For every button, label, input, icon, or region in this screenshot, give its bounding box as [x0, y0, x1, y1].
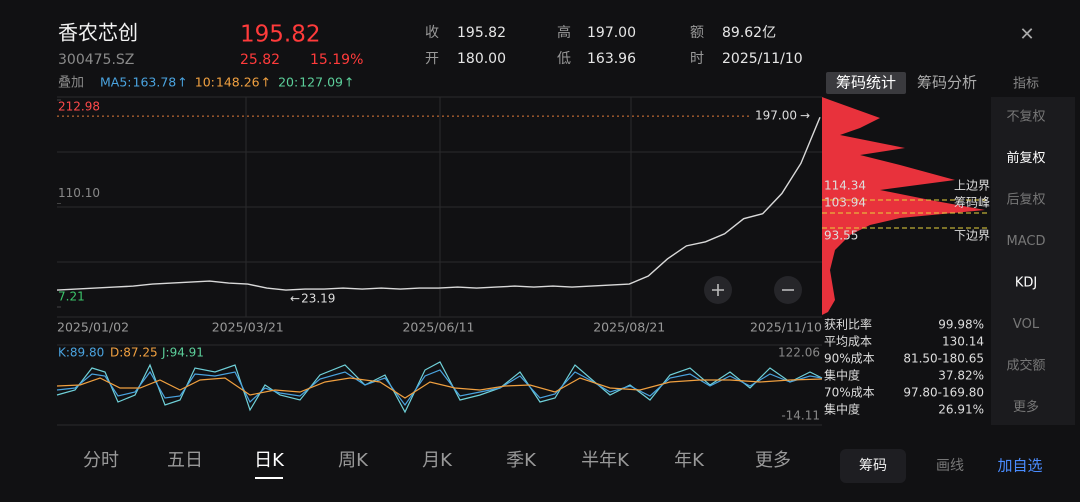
- price-line: [56, 116, 821, 291]
- high-marker-arrow: →: [800, 109, 810, 123]
- kdj-j-line: [56, 361, 823, 414]
- stock-name: 香农芯创: [58, 21, 138, 45]
- x-tick-label: 2025/11/10: [750, 320, 822, 335]
- ma-name: 10:: [195, 75, 215, 90]
- y-tick-label: 7.21: [58, 290, 85, 304]
- indicator-title: 指标: [1013, 77, 1039, 92]
- stat-label: 收: [425, 25, 439, 41]
- stat-label: 高: [557, 24, 571, 41]
- stat-label: 低: [557, 51, 571, 67]
- zoom-in-icon: [712, 284, 724, 296]
- grid: [57, 96, 822, 426]
- indicator-item[interactable]: 前复权: [1006, 150, 1045, 166]
- chip-level-label: 筹码峰: [954, 196, 990, 210]
- chip-stat-label: 70%成本: [824, 386, 875, 400]
- kdj-j: J:94.91: [161, 346, 204, 360]
- kdj-max: 122.06: [778, 346, 820, 360]
- chip-stat-label: 90%成本: [824, 352, 875, 366]
- chip-stat-value: 99.98%: [938, 318, 984, 332]
- y-tick-label: 110.10: [58, 186, 100, 200]
- chip-stat-label: 获利比率: [824, 317, 872, 332]
- chip-level-value: 93.55: [824, 229, 858, 243]
- period-tab[interactable]: 周K: [338, 450, 369, 471]
- period-tab[interactable]: 日K: [254, 450, 285, 471]
- stat-value: 195.82: [457, 25, 506, 41]
- kdj-d: D:87.25: [110, 346, 158, 360]
- ma-value: 163.78: [133, 75, 177, 90]
- chip-stat-label: 集中度: [824, 368, 860, 383]
- x-tick-label: 2025/06/11: [402, 320, 474, 335]
- period-tab[interactable]: 更多: [755, 450, 791, 471]
- ma-name: MA5:: [100, 75, 132, 90]
- period-tab[interactable]: 月K: [422, 450, 453, 471]
- change: 25.82: [240, 52, 280, 68]
- indicator-item[interactable]: 后复权: [1006, 192, 1045, 208]
- indicator-item[interactable]: VOL: [1013, 317, 1040, 332]
- stat-value: 163.96: [587, 51, 636, 67]
- y-tick-label: 212.98: [58, 100, 100, 114]
- stock-code: 300475.SZ: [58, 52, 134, 68]
- ma-value: 127.09: [299, 75, 343, 90]
- ma-value: 148.26: [216, 75, 260, 90]
- chip-tab[interactable]: 筹码分析: [917, 74, 977, 92]
- indicator-item[interactable]: KDJ: [1015, 276, 1037, 291]
- chip-stat-value: 130.14: [942, 335, 984, 349]
- watch-button[interactable]: 加自选: [997, 457, 1042, 475]
- ma-trend: ↑: [261, 75, 271, 90]
- ma-trend: ↑: [344, 75, 354, 90]
- ma-name: 20:: [278, 75, 298, 90]
- x-tick-label: 2025/01/02: [57, 320, 129, 335]
- chip-levels: [822, 199, 990, 229]
- chips-button[interactable]: [840, 449, 906, 483]
- chip-stat-value: 97.80-169.80: [903, 386, 984, 400]
- indicator-item[interactable]: 成交额: [1006, 358, 1045, 374]
- stat-label: 开: [425, 51, 439, 67]
- x-tick-label: 2025/08/21: [593, 320, 665, 335]
- period-tab[interactable]: 季K: [506, 450, 537, 471]
- chip-level-label: 上边界: [954, 179, 990, 193]
- stat-value: 2025/11/10: [722, 51, 803, 67]
- kdj-k: K:89.80: [58, 346, 104, 360]
- period-tab[interactable]: 五日: [167, 450, 203, 471]
- chip-stat-label: 平均成本: [824, 335, 872, 349]
- chip-tab[interactable]: 筹码统计: [836, 74, 896, 92]
- indicator-item[interactable]: 不复权: [1006, 109, 1045, 125]
- low-marker-arrow: ←: [290, 291, 300, 305]
- ma-trend: ↑: [177, 75, 187, 90]
- stat-label: 额: [690, 25, 704, 41]
- indicator-item[interactable]: MACD: [1007, 234, 1046, 249]
- overlay-label[interactable]: 叠加: [58, 76, 84, 91]
- period-tab[interactable]: 分时: [83, 450, 119, 471]
- kdj-min: -14.11: [781, 409, 820, 423]
- stat-value: 197.00: [587, 25, 636, 41]
- stat-value: 180.00: [457, 51, 506, 67]
- chip-tab-active[interactable]: [826, 72, 906, 94]
- chips-button-label[interactable]: 筹码: [859, 457, 887, 474]
- indicator-item[interactable]: 更多: [1013, 399, 1039, 415]
- chip-distribution: [822, 97, 985, 315]
- period-tab[interactable]: 半年K: [581, 450, 630, 471]
- stat-value: 89.62亿: [722, 25, 776, 41]
- kdj-d-line: [56, 377, 823, 399]
- indicator-panel: [991, 97, 1075, 425]
- x-tick-label: 2025/03/21: [212, 320, 284, 335]
- chip-level-value: 114.34: [824, 179, 866, 193]
- kdj-k-line: [56, 369, 823, 407]
- chip-level-label: 下边界: [954, 229, 990, 243]
- chip-stat-value: 26.91%: [938, 403, 984, 417]
- low-marker-label: 23.19: [301, 291, 335, 305]
- change-pct: 15.19%: [310, 52, 363, 68]
- stat-label: 时: [690, 51, 704, 67]
- chip-stat-value: 37.82%: [938, 369, 984, 383]
- chip-stat-label: 集中度: [824, 402, 860, 417]
- chip-level-value: 103.94: [824, 196, 866, 210]
- chip-stat-value: 81.50-180.65: [903, 352, 984, 366]
- price: 195.82: [240, 22, 320, 48]
- period-tab-underline: [255, 477, 283, 479]
- period-tab[interactable]: 年K: [674, 450, 705, 471]
- high-marker-label: 197.00: [755, 109, 797, 123]
- draw-button[interactable]: 画线: [936, 458, 964, 474]
- close-button[interactable]: ✕: [1019, 24, 1034, 45]
